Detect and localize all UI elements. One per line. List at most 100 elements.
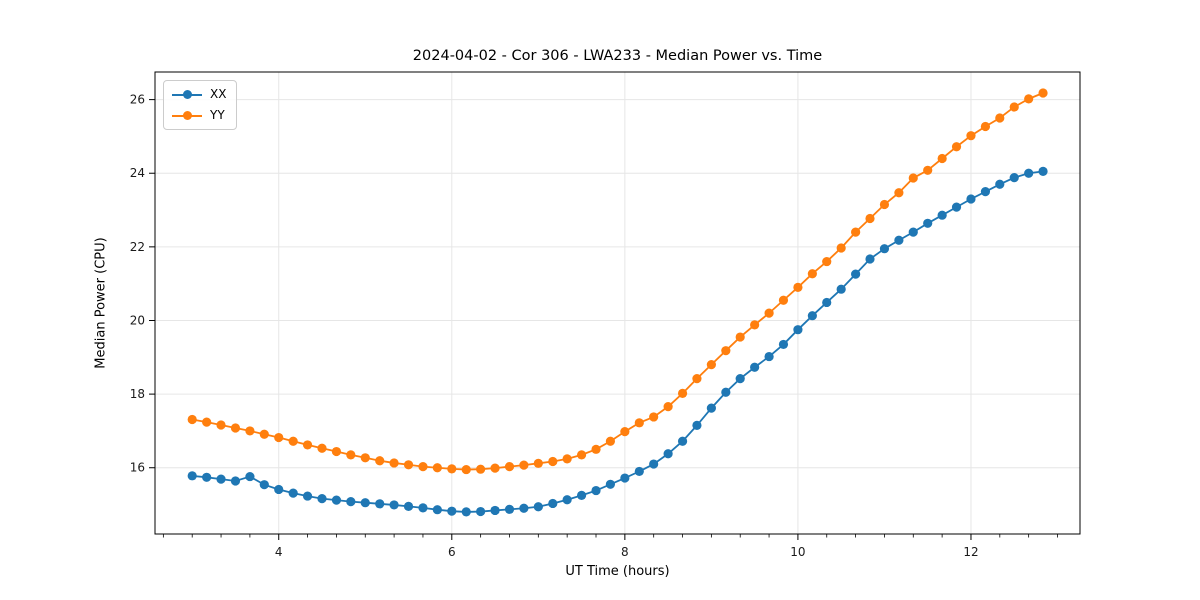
data-point xyxy=(274,432,284,443)
data-point xyxy=(576,450,587,460)
plot-border xyxy=(154,71,1081,535)
y-tick-label: 18 xyxy=(130,387,145,401)
data-point xyxy=(980,121,991,132)
data-point xyxy=(389,458,399,468)
x-tick-label: 6 xyxy=(448,545,456,559)
data-point xyxy=(807,269,817,279)
data-point xyxy=(620,427,630,437)
data-point xyxy=(894,188,904,198)
data-point xyxy=(923,218,933,228)
data-point xyxy=(995,179,1005,189)
data-point xyxy=(894,235,904,245)
data-point xyxy=(245,426,255,436)
data-point xyxy=(331,446,342,457)
legend-entry-xx: XX xyxy=(172,86,226,103)
data-point xyxy=(533,458,543,468)
data-point xyxy=(562,454,572,464)
data-point xyxy=(259,480,269,490)
data-point xyxy=(951,142,962,152)
data-point xyxy=(1038,88,1048,98)
data-point xyxy=(346,497,356,507)
data-point xyxy=(447,464,457,474)
data-point xyxy=(807,311,817,321)
x-tick-label: 12 xyxy=(963,545,978,559)
data-point xyxy=(476,506,486,517)
data-point xyxy=(692,420,702,431)
data-point xyxy=(764,351,774,362)
y-tick-label: 22 xyxy=(130,240,145,254)
data-point xyxy=(706,360,716,370)
tick-labels: 4 6 8 10 12 16 18 20 22 24 26 xyxy=(130,93,979,559)
data-point xyxy=(591,444,601,454)
data-point xyxy=(317,494,327,504)
series-line xyxy=(192,92,1044,471)
data-point xyxy=(1024,94,1034,104)
data-point xyxy=(274,484,284,495)
series-xx-swatch-icon xyxy=(172,90,202,100)
data-point xyxy=(634,466,644,477)
data-point xyxy=(735,332,745,342)
data-point xyxy=(576,490,587,500)
data-point xyxy=(605,436,616,446)
data-point xyxy=(562,495,572,505)
data-point xyxy=(375,456,385,466)
data-point xyxy=(591,485,601,496)
data-point xyxy=(778,295,789,305)
legend-label-xx: XX xyxy=(210,87,227,101)
data-point xyxy=(288,436,298,446)
data-point xyxy=(634,418,644,428)
legend-entry-yy: YY xyxy=(172,107,226,124)
data-point xyxy=(663,449,673,459)
y-tick-label: 24 xyxy=(130,166,145,180)
data-point xyxy=(836,284,846,294)
data-point xyxy=(750,362,760,372)
data-point xyxy=(649,412,659,422)
data-point xyxy=(750,320,760,330)
data-point xyxy=(822,297,832,308)
data-point xyxy=(403,460,414,470)
data-point xyxy=(432,505,442,515)
data-point xyxy=(548,456,558,467)
chart-title: 2024-04-02 - Cor 306 - LWA233 - Median P… xyxy=(412,48,823,64)
series-line xyxy=(192,170,1044,513)
data-point xyxy=(216,420,226,430)
data-point xyxy=(317,443,327,453)
data-point xyxy=(677,388,688,398)
data-point xyxy=(375,499,385,509)
data-point xyxy=(778,339,789,350)
data-point xyxy=(822,256,832,267)
data-point xyxy=(187,471,197,481)
data-point xyxy=(865,213,875,224)
legend: XX YY xyxy=(163,80,238,130)
data-point xyxy=(245,471,255,482)
data-point xyxy=(923,165,933,175)
data-point xyxy=(202,472,212,482)
data-point xyxy=(187,414,197,425)
data-point xyxy=(735,374,745,384)
data-point xyxy=(418,503,428,513)
data-point xyxy=(721,346,731,356)
data-point xyxy=(721,387,731,397)
data-point xyxy=(836,243,846,253)
data-point xyxy=(259,429,269,439)
data-point xyxy=(1024,168,1034,178)
data-point xyxy=(490,463,500,473)
data-point xyxy=(951,202,962,212)
data-point xyxy=(230,423,241,433)
data-point xyxy=(937,210,947,220)
data-point xyxy=(331,495,342,505)
data-point xyxy=(937,153,947,164)
data-point xyxy=(1009,173,1019,183)
data-point xyxy=(851,227,861,237)
data-point xyxy=(403,501,414,511)
data-point xyxy=(865,254,875,264)
data-point xyxy=(1009,102,1019,112)
data-point xyxy=(302,491,313,501)
data-point xyxy=(504,504,515,514)
data-point xyxy=(461,464,471,475)
data-point xyxy=(764,308,774,318)
data-point xyxy=(908,173,918,183)
series-yy-swatch-icon xyxy=(172,111,202,121)
